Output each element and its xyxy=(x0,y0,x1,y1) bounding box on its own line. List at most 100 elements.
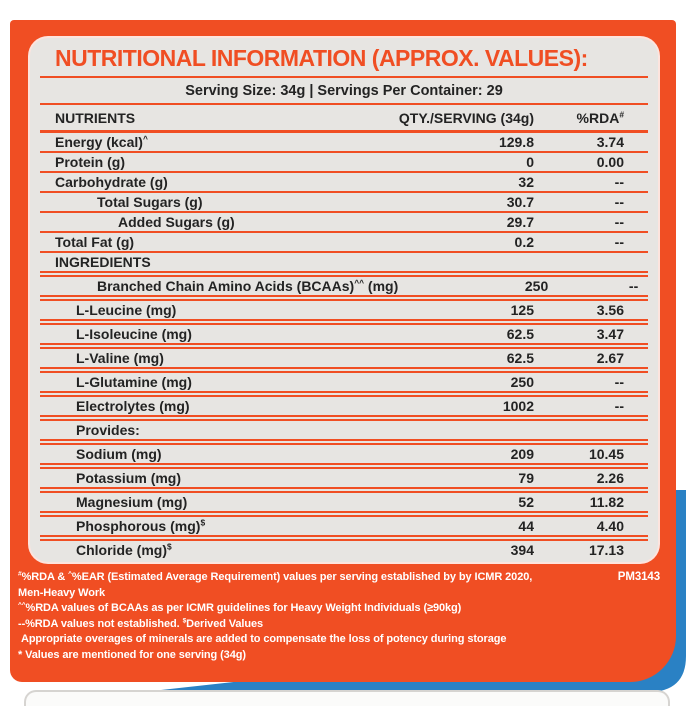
product-code: PM3143 xyxy=(617,571,660,583)
nutrient-label: Chloride (mg)$ xyxy=(76,541,172,558)
nutrient-label: Total Sugars (g) xyxy=(97,194,203,210)
rda-value: -- xyxy=(614,174,624,190)
row-separator xyxy=(40,251,648,253)
qty-value: 30.7 xyxy=(506,194,534,210)
nutrient-label: Electrolytes (mg) xyxy=(76,398,190,414)
title-divider xyxy=(40,76,648,78)
rda-value: 17.13 xyxy=(588,542,624,558)
rda-value: -- xyxy=(614,398,624,414)
table-row: Chloride (mg)$ 394 17.13 xyxy=(30,541,658,559)
rda-value: -- xyxy=(614,234,624,250)
footnote-line: * Values are mentioned for one serving (… xyxy=(18,648,246,661)
row-separator xyxy=(40,463,648,469)
table-body: Energy (kcal)^ 129.8 3.74 Protein (g) 0 0.00 C… xyxy=(30,133,658,559)
qty-value: 209 xyxy=(510,446,534,462)
rda-value: -- xyxy=(628,278,639,294)
table-row: L-Leucine (mg) 125 3.56 xyxy=(30,301,658,319)
table-row: Magnesium (mg) 52 11.82 xyxy=(30,493,658,511)
panel-title: NUTRITIONAL INFORMATION (APPROX. VALUES)… xyxy=(55,45,588,71)
nutrient-label: L-Leucine (mg) xyxy=(76,302,177,318)
row-separator xyxy=(40,295,648,301)
row-separator xyxy=(40,511,648,517)
nutrient-label: INGREDIENTS xyxy=(55,254,151,270)
rda-value: 10.45 xyxy=(588,446,624,462)
col-header-qty: QTY./SERVING (34g) xyxy=(398,110,534,126)
row-separator xyxy=(40,439,648,445)
row-separator xyxy=(40,415,648,421)
table-row: Added Sugars (g) 29.7 -- xyxy=(30,213,658,231)
qty-value: 62.5 xyxy=(506,350,534,366)
nutrient-label: Protein (g) xyxy=(55,154,125,170)
footnote-lines: #%RDA & ^%EAR (Estimated Average Require… xyxy=(18,570,670,663)
rda-value: -- xyxy=(614,374,624,390)
nutrient-label: L-Glutamine (mg) xyxy=(76,374,192,390)
table-row: Total Fat (g) 0.2 -- xyxy=(30,233,658,251)
rda-value xyxy=(534,421,624,439)
footnote-line: Appropriate overages of minerals are add… xyxy=(18,633,507,645)
rda-value: 3.74 xyxy=(596,134,624,150)
table-row: Electrolytes (mg) 1002 -- xyxy=(30,397,658,415)
nutrient-label: Magnesium (mg) xyxy=(76,494,188,510)
serving-info: Serving Size: 34g | Servings Per Contain… xyxy=(185,83,503,99)
table-row: Provides: xyxy=(30,421,658,439)
table-row: INGREDIENTS xyxy=(30,253,658,271)
rda-value: -- xyxy=(614,194,624,210)
table-row: Branched Chain Amino Acids (BCAAs)^^ (mg… xyxy=(30,277,658,295)
nutrient-label: L-Isoleucine (mg) xyxy=(76,326,192,342)
nutrition-panel: NUTRITIONAL INFORMATION (APPROX. VALUES)… xyxy=(30,38,658,562)
footnote-line: ^^%RDA values of BCAAs as per ICMR guide… xyxy=(18,601,462,614)
rda-value: 11.82 xyxy=(589,494,624,510)
table-row: L-Isoleucine (mg) 62.5 3.47 xyxy=(30,325,658,343)
rda-value: 0.00 xyxy=(596,154,624,170)
row-separator xyxy=(40,151,648,153)
footnote-line: Men-Heavy Work xyxy=(18,586,106,599)
qty-value: 250 xyxy=(524,278,549,294)
qty-value: 250 xyxy=(510,374,534,390)
footnote-line: #%RDA & ^%EAR (Estimated Average Require… xyxy=(18,570,533,583)
qty-value: 79 xyxy=(518,470,534,486)
rda-value xyxy=(534,253,624,271)
qty-value: 129.8 xyxy=(498,134,534,150)
qty-value: 44 xyxy=(518,518,534,534)
header-divider xyxy=(40,130,648,133)
nutrient-label: Provides: xyxy=(76,422,140,438)
row-separator xyxy=(40,391,648,397)
orange-card: NUTRITIONAL INFORMATION (APPROX. VALUES)… xyxy=(10,20,676,682)
qty-value: 29.7 xyxy=(506,214,534,230)
nutrient-label: Added Sugars (g) xyxy=(118,214,235,230)
col-header-rda: %RDA# xyxy=(576,109,624,126)
qty-value: 62.5 xyxy=(506,326,534,342)
next-section-panel xyxy=(24,690,670,706)
row-separator xyxy=(40,231,648,233)
qty-value: 125 xyxy=(510,302,534,318)
rda-value: 4.40 xyxy=(596,518,624,534)
row-separator xyxy=(40,535,648,541)
table-row: Phosphorous (mg)$ 44 4.40 xyxy=(30,517,658,535)
table-row: Energy (kcal)^ 129.8 3.74 xyxy=(30,133,658,151)
rda-value: 2.26 xyxy=(596,470,624,486)
table-row: L-Glutamine (mg) 250 -- xyxy=(30,373,658,391)
row-separator xyxy=(40,271,648,277)
nutrient-label: Branched Chain Amino Acids (BCAAs)^^ (mg… xyxy=(97,277,399,294)
table-header-row: NUTRIENTS QTY./SERVING (34g) %RDA# xyxy=(30,105,658,130)
table-row: Sodium (mg) 209 10.45 xyxy=(30,445,658,463)
nutrient-label: Phosphorous (mg)$ xyxy=(76,517,206,534)
row-separator xyxy=(40,367,648,373)
row-separator xyxy=(40,487,648,493)
qty-value: 52 xyxy=(518,494,534,510)
qty-value xyxy=(384,253,534,271)
table-row: Carbohydrate (g) 32 -- xyxy=(30,173,658,191)
nutrient-label: Potassium (mg) xyxy=(76,470,182,486)
qty-value: 394 xyxy=(510,542,534,558)
row-separator xyxy=(40,211,648,213)
rda-value: 2.67 xyxy=(596,350,624,366)
table-row: Protein (g) 0 0.00 xyxy=(30,153,658,171)
rda-value: -- xyxy=(614,214,624,230)
table-row: L-Valine (mg) 62.5 2.67 xyxy=(30,349,658,367)
qty-value xyxy=(384,421,534,439)
col-header-nutrients: NUTRIENTS xyxy=(55,110,136,126)
nutrient-label: L-Valine (mg) xyxy=(76,350,164,366)
nutrient-label: Carbohydrate (g) xyxy=(55,174,168,190)
rda-value: 3.47 xyxy=(596,326,624,342)
